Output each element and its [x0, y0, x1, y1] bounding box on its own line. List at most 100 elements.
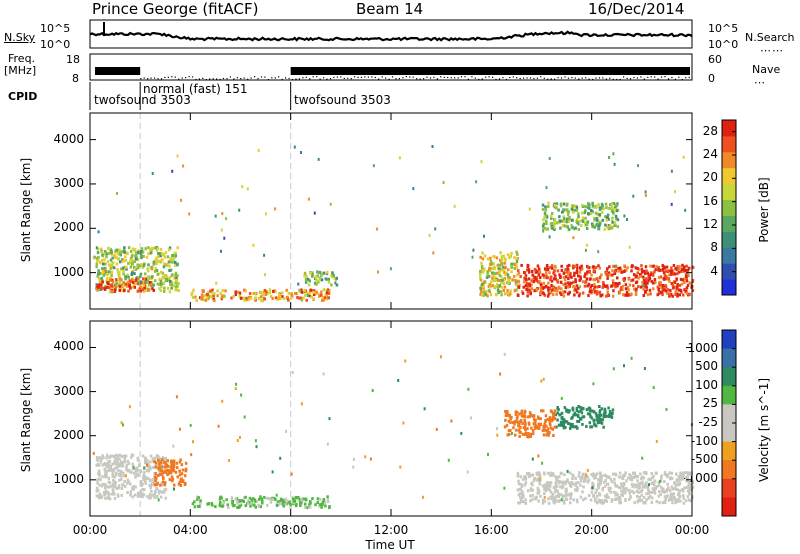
data-cell	[682, 270, 685, 273]
data-cell	[326, 498, 330, 502]
data-cell	[611, 264, 615, 268]
data-cell	[124, 282, 128, 286]
data-cell	[515, 265, 519, 269]
data-cell	[219, 496, 222, 500]
velocity-colorbar-swatch	[722, 330, 736, 350]
data-cell	[599, 413, 602, 417]
data-cell	[559, 413, 562, 417]
data-cell	[580, 411, 584, 415]
data-cell	[113, 455, 116, 458]
data-cell	[560, 219, 564, 223]
data-cell	[154, 267, 157, 271]
data-cell	[625, 268, 628, 272]
data-cell	[597, 485, 600, 488]
data-cell	[689, 281, 693, 285]
power-colorbar-swatch	[722, 120, 736, 137]
data-cell	[541, 461, 544, 465]
data-cell	[592, 382, 595, 386]
data-cell	[565, 203, 569, 207]
data-cell	[660, 476, 663, 480]
data-cell	[536, 491, 540, 495]
data-cell	[670, 266, 673, 270]
data-cell	[533, 418, 536, 422]
data-cell	[192, 288, 195, 292]
data-cell	[162, 477, 165, 480]
data-cell	[166, 473, 169, 477]
data-cell	[595, 494, 599, 498]
data-cell	[653, 270, 656, 274]
data-cell	[681, 278, 684, 282]
nave-dot	[243, 77, 245, 79]
data-cell	[111, 488, 115, 492]
nave-dot	[540, 76, 542, 78]
data-cell	[309, 500, 312, 504]
nave-dot	[495, 78, 497, 80]
data-cell	[555, 221, 558, 225]
velocity-colorbar-swatch	[722, 385, 736, 405]
data-cell	[629, 292, 633, 296]
data-cell	[167, 260, 171, 264]
data-cell	[621, 494, 624, 497]
data-cell	[560, 268, 564, 272]
data-cell	[173, 487, 175, 491]
data-cell	[261, 501, 264, 505]
data-cell	[149, 251, 153, 255]
data-cell	[326, 500, 330, 504]
data-cell	[593, 497, 597, 501]
data-cell	[577, 222, 580, 226]
data-cell	[228, 459, 231, 462]
data-cell	[127, 480, 131, 484]
data-cell	[111, 454, 114, 458]
nave-dot	[329, 78, 332, 80]
data-cell	[117, 273, 120, 277]
data-cell	[526, 435, 529, 438]
data-cell	[532, 479, 536, 483]
data-cell	[593, 283, 596, 287]
data-cell	[597, 498, 600, 502]
data-cell	[584, 474, 587, 478]
data-cell	[111, 261, 115, 265]
data-cell	[585, 408, 589, 412]
nave-dot	[492, 76, 494, 78]
data-cell	[305, 274, 308, 278]
data-cell	[520, 409, 524, 413]
data-cell	[328, 506, 331, 510]
power-ylabel: Slant Range [km]	[19, 157, 33, 263]
data-cell	[541, 498, 545, 502]
data-cell	[571, 473, 574, 477]
data-cell	[224, 289, 227, 293]
data-cell	[241, 185, 244, 189]
data-cell	[520, 484, 524, 488]
data-cell	[170, 274, 174, 278]
data-cell	[322, 499, 325, 503]
data-cell	[136, 491, 140, 495]
data-cell	[150, 265, 154, 269]
ytick-label-1-1: 2000	[53, 427, 84, 442]
data-cell	[163, 460, 166, 464]
nave-dot	[619, 78, 621, 81]
data-cell	[165, 275, 169, 279]
data-cell	[640, 264, 643, 268]
data-cell	[622, 485, 625, 489]
data-cell	[679, 499, 682, 503]
data-cell	[261, 299, 265, 303]
data-cell	[98, 277, 101, 281]
data-cell	[598, 206, 602, 210]
data-cell	[586, 243, 589, 247]
data-cell	[526, 268, 529, 272]
data-cell	[196, 495, 199, 499]
data-cell	[590, 416, 593, 420]
data-cell	[645, 481, 648, 485]
data-cell	[523, 475, 526, 479]
data-cell	[286, 499, 289, 503]
data-cell	[575, 290, 579, 294]
data-cell	[96, 285, 100, 289]
nave-dot	[412, 76, 414, 78]
nave-dot	[678, 76, 680, 78]
data-cell	[134, 475, 137, 479]
data-cell	[117, 484, 121, 488]
data-cell	[542, 409, 545, 413]
ytick-label-1-2: 3000	[53, 383, 84, 398]
data-cell	[594, 474, 597, 477]
data-cell	[114, 484, 117, 488]
